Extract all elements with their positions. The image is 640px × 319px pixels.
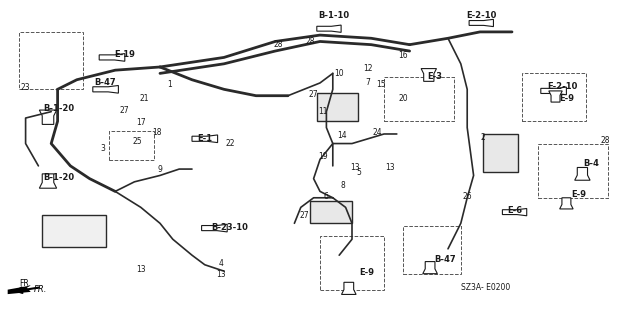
Text: 28: 28	[600, 136, 609, 145]
Text: E-6: E-6	[507, 206, 522, 215]
Bar	[109, 131, 154, 160]
Text: 4: 4	[218, 259, 223, 268]
Text: E-19: E-19	[114, 50, 135, 59]
Text: E-3: E-3	[428, 72, 442, 81]
Text: 13: 13	[216, 270, 226, 279]
Text: 22: 22	[226, 139, 235, 148]
Polygon shape	[99, 54, 125, 61]
Text: 18: 18	[152, 128, 161, 137]
FancyBboxPatch shape	[483, 134, 518, 172]
Text: 7: 7	[365, 78, 371, 87]
Text: 25: 25	[132, 137, 143, 146]
Text: 28: 28	[274, 40, 283, 49]
Text: B-23-10: B-23-10	[211, 223, 248, 232]
Text: E-2-10: E-2-10	[466, 11, 496, 20]
Text: 12: 12	[364, 64, 372, 73]
Text: 19: 19	[318, 152, 328, 161]
Text: 24: 24	[372, 128, 383, 137]
Text: B-1-20: B-1-20	[44, 173, 75, 182]
Text: B-1-20: B-1-20	[44, 104, 75, 113]
Bar	[403, 226, 461, 274]
Text: E-9: E-9	[571, 190, 586, 199]
Text: 13: 13	[136, 265, 146, 274]
Text: 26: 26	[462, 192, 472, 201]
Text: 14: 14	[337, 131, 348, 140]
Text: 2: 2	[481, 133, 486, 142]
Text: 1: 1	[167, 80, 172, 89]
Polygon shape	[541, 87, 566, 95]
Text: 20: 20	[398, 94, 408, 103]
Text: 11: 11	[319, 107, 328, 116]
Polygon shape	[39, 174, 56, 188]
Text: 27: 27	[299, 211, 309, 220]
Text: B-47: B-47	[434, 255, 456, 263]
Bar	[19, 32, 83, 89]
Polygon shape	[8, 286, 31, 294]
Bar	[538, 144, 608, 198]
Text: E-9: E-9	[360, 268, 374, 277]
Polygon shape	[192, 135, 218, 143]
Text: 27: 27	[308, 90, 319, 99]
Polygon shape	[421, 69, 436, 81]
Text: FR.: FR.	[34, 285, 47, 294]
Bar	[320, 236, 384, 290]
Text: 15: 15	[376, 80, 386, 89]
Text: 3: 3	[100, 144, 105, 153]
Polygon shape	[342, 282, 356, 294]
Polygon shape	[502, 209, 527, 216]
Text: E-9: E-9	[559, 94, 574, 103]
Text: 27: 27	[120, 106, 130, 115]
Text: 13: 13	[385, 163, 396, 172]
Text: B-47: B-47	[95, 78, 116, 87]
Polygon shape	[40, 110, 57, 124]
Text: 6: 6	[324, 192, 329, 201]
Polygon shape	[575, 167, 590, 180]
FancyBboxPatch shape	[310, 201, 352, 223]
Polygon shape	[469, 19, 493, 26]
Text: E-2-10: E-2-10	[547, 82, 577, 91]
Polygon shape	[423, 262, 437, 274]
Polygon shape	[317, 25, 341, 32]
Text: SZ3A- E0200: SZ3A- E0200	[461, 283, 510, 292]
Text: 10: 10	[334, 69, 344, 78]
Bar	[384, 77, 454, 121]
Polygon shape	[202, 224, 227, 232]
Text: 21: 21	[140, 94, 148, 103]
Text: 8: 8	[340, 181, 345, 189]
Text: FR.: FR.	[20, 279, 31, 288]
FancyBboxPatch shape	[42, 215, 106, 247]
Text: E-1: E-1	[197, 134, 212, 143]
Text: B-1-10: B-1-10	[318, 11, 349, 20]
Text: 16: 16	[398, 51, 408, 60]
Text: 23: 23	[20, 83, 31, 92]
Text: 13: 13	[350, 163, 360, 172]
Text: B-4: B-4	[584, 159, 600, 168]
Text: 17: 17	[136, 118, 146, 127]
Bar	[522, 73, 586, 121]
Text: 5: 5	[356, 168, 361, 177]
Polygon shape	[560, 198, 573, 209]
Text: 28: 28	[306, 37, 315, 46]
Polygon shape	[549, 91, 563, 102]
Text: 9: 9	[157, 165, 163, 174]
Polygon shape	[93, 85, 118, 93]
FancyBboxPatch shape	[317, 93, 358, 121]
